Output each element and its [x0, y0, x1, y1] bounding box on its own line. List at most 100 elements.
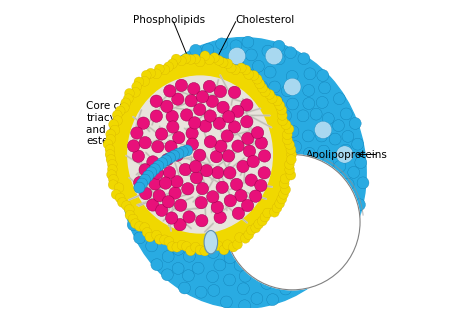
Circle shape: [230, 178, 243, 191]
Circle shape: [344, 217, 356, 229]
Circle shape: [297, 110, 309, 122]
Circle shape: [312, 250, 324, 262]
Circle shape: [241, 99, 253, 111]
Circle shape: [308, 263, 319, 275]
Circle shape: [252, 74, 262, 84]
Circle shape: [336, 146, 353, 163]
Circle shape: [230, 65, 240, 75]
Circle shape: [174, 199, 187, 211]
Circle shape: [195, 197, 207, 209]
Circle shape: [206, 173, 218, 185]
Circle shape: [237, 160, 249, 173]
Circle shape: [152, 141, 164, 153]
Circle shape: [139, 137, 151, 149]
Circle shape: [266, 121, 278, 133]
Circle shape: [228, 48, 246, 65]
Circle shape: [317, 70, 329, 81]
Circle shape: [264, 89, 274, 99]
Circle shape: [275, 100, 285, 110]
Circle shape: [246, 49, 257, 61]
Circle shape: [256, 94, 268, 105]
Circle shape: [255, 126, 266, 138]
Circle shape: [223, 239, 236, 251]
Circle shape: [280, 110, 292, 121]
Circle shape: [267, 94, 277, 104]
Circle shape: [232, 140, 244, 152]
Circle shape: [357, 177, 369, 189]
Circle shape: [182, 242, 191, 252]
Circle shape: [164, 62, 173, 72]
Circle shape: [255, 228, 267, 239]
Circle shape: [130, 87, 140, 97]
Circle shape: [137, 140, 149, 152]
Circle shape: [142, 227, 152, 237]
Circle shape: [234, 151, 246, 163]
Circle shape: [264, 135, 275, 146]
Circle shape: [322, 112, 334, 125]
Circle shape: [286, 170, 296, 180]
Circle shape: [200, 120, 212, 132]
Circle shape: [287, 98, 299, 110]
Circle shape: [200, 127, 212, 139]
Circle shape: [204, 243, 214, 253]
Circle shape: [181, 216, 193, 227]
Circle shape: [207, 191, 219, 203]
Circle shape: [223, 240, 232, 250]
Circle shape: [277, 105, 287, 115]
Circle shape: [175, 202, 187, 214]
Circle shape: [354, 199, 365, 211]
Circle shape: [219, 142, 230, 154]
Circle shape: [322, 257, 334, 269]
Circle shape: [157, 79, 169, 91]
Ellipse shape: [120, 38, 366, 308]
Circle shape: [122, 195, 134, 207]
Circle shape: [277, 194, 287, 204]
Circle shape: [308, 205, 320, 217]
Circle shape: [333, 120, 345, 132]
Circle shape: [190, 44, 201, 56]
Circle shape: [204, 75, 216, 87]
Circle shape: [341, 199, 353, 211]
Circle shape: [154, 174, 165, 185]
Circle shape: [169, 187, 181, 199]
Circle shape: [128, 140, 140, 152]
Circle shape: [257, 216, 267, 226]
Circle shape: [247, 194, 259, 206]
Circle shape: [160, 155, 172, 166]
Ellipse shape: [128, 76, 273, 233]
Circle shape: [121, 201, 131, 210]
Circle shape: [172, 242, 182, 252]
Circle shape: [106, 129, 116, 139]
Circle shape: [316, 96, 328, 108]
Circle shape: [270, 207, 279, 217]
Circle shape: [208, 222, 219, 234]
Circle shape: [164, 234, 176, 246]
Circle shape: [159, 177, 172, 189]
Circle shape: [220, 164, 232, 176]
Circle shape: [348, 167, 360, 178]
Circle shape: [330, 214, 342, 226]
Circle shape: [192, 262, 204, 274]
Circle shape: [251, 127, 264, 139]
Circle shape: [185, 95, 197, 107]
Circle shape: [281, 185, 291, 195]
Circle shape: [342, 178, 354, 190]
Circle shape: [329, 133, 341, 145]
Circle shape: [137, 178, 147, 189]
Circle shape: [195, 57, 205, 67]
Ellipse shape: [225, 154, 360, 290]
Circle shape: [255, 180, 267, 192]
Circle shape: [143, 171, 154, 181]
Circle shape: [215, 84, 227, 96]
Circle shape: [285, 165, 295, 175]
Circle shape: [189, 203, 201, 215]
Circle shape: [196, 182, 209, 195]
Circle shape: [167, 242, 177, 252]
Circle shape: [112, 110, 122, 120]
Circle shape: [191, 54, 201, 64]
Circle shape: [216, 127, 228, 139]
Circle shape: [139, 174, 150, 185]
Circle shape: [318, 145, 329, 157]
Circle shape: [264, 66, 276, 78]
Circle shape: [131, 127, 143, 139]
